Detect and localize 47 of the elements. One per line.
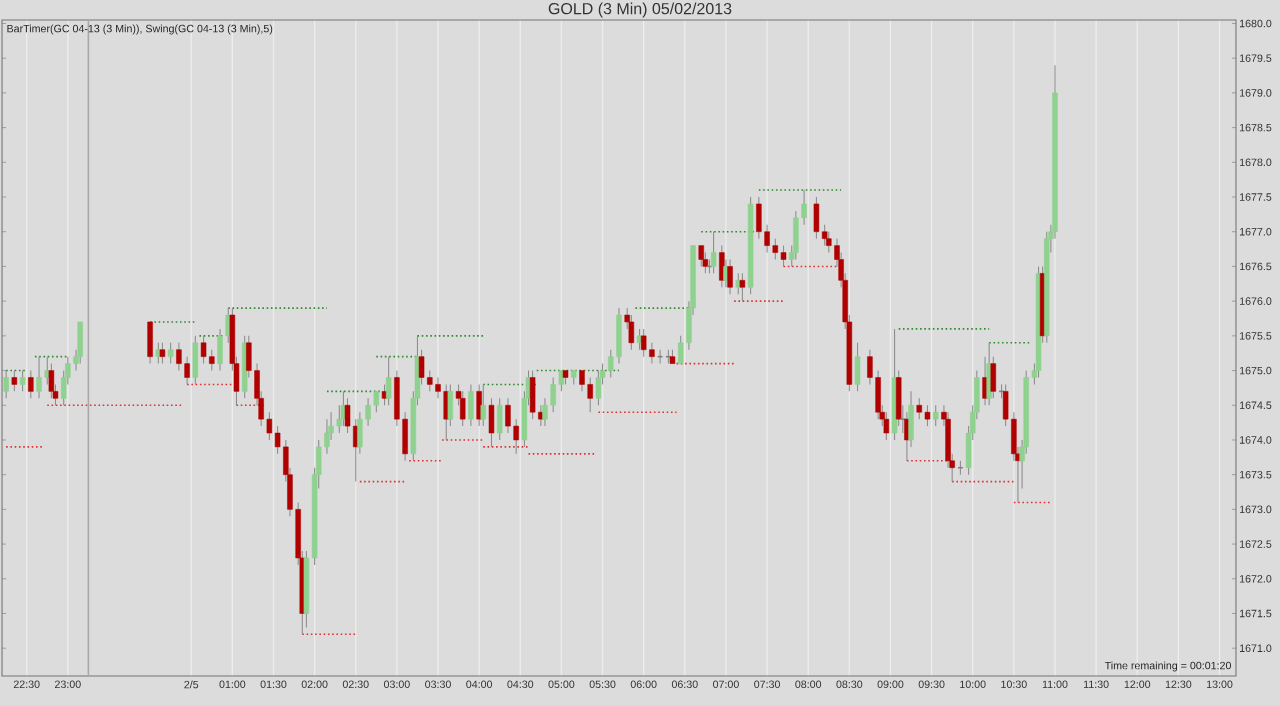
candlestick	[793, 210, 799, 261]
chart-title: GOLD (3 Min) 05/02/2013	[548, 2, 732, 18]
candlestick	[373, 390, 380, 413]
candlestick	[19, 370, 26, 392]
candlestick	[854, 342, 861, 392]
candlestick	[636, 328, 643, 351]
candlestick	[167, 342, 174, 365]
candlestick	[698, 245, 704, 267]
candlestick	[192, 335, 199, 385]
candlestick	[28, 370, 34, 399]
candlestick	[529, 370, 536, 420]
candlestick	[739, 272, 746, 302]
candlestick	[883, 411, 890, 441]
candlestick	[385, 356, 392, 406]
candlestick	[476, 383, 482, 427]
candlestick	[77, 321, 83, 365]
candlestick	[616, 307, 622, 365]
candlestick	[459, 390, 466, 427]
candlestick	[147, 321, 153, 365]
candlestick	[48, 363, 55, 399]
candlestick	[11, 370, 18, 392]
candlestick	[813, 196, 820, 240]
candlestick	[184, 356, 190, 385]
candlestick	[579, 370, 585, 392]
candlestick	[924, 404, 931, 427]
candlestick	[159, 342, 166, 365]
candlestick	[649, 342, 655, 365]
candlestick	[628, 314, 635, 351]
candlestick	[480, 383, 486, 427]
candlestick	[932, 404, 939, 427]
candlestick	[3, 370, 9, 399]
candlestick	[719, 245, 725, 288]
candlestick	[826, 231, 832, 254]
candlestick	[176, 342, 182, 372]
candlestick	[772, 238, 779, 261]
candlestick	[595, 370, 602, 406]
candlestick	[780, 245, 787, 267]
candlestick	[200, 335, 207, 365]
candlestick	[488, 397, 495, 448]
candlestick	[727, 258, 733, 295]
candlestick	[587, 376, 593, 413]
candlestick	[756, 196, 762, 240]
candlestick	[505, 397, 511, 434]
candlestick	[36, 356, 42, 399]
candlestick	[496, 397, 503, 441]
candlestick	[640, 328, 647, 358]
candlestick	[468, 383, 474, 427]
